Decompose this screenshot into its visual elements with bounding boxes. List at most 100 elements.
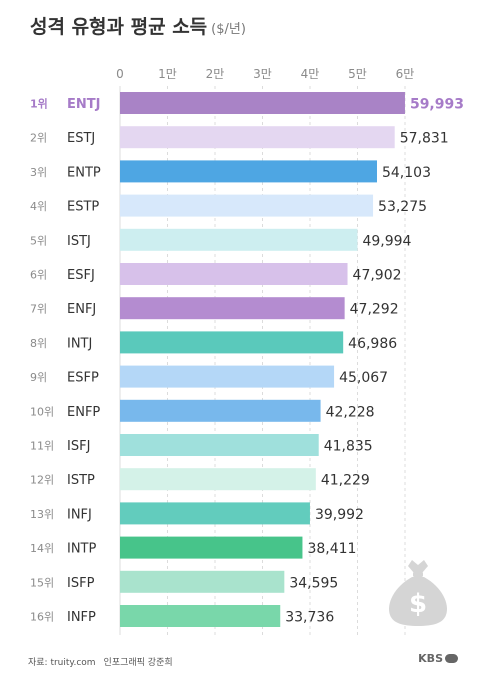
bar (120, 160, 377, 183)
value-label: 46,986 (348, 336, 397, 352)
rank-label: 10위 (30, 405, 54, 418)
type-label: ENFJ (67, 302, 96, 317)
x-tick-label: 1만 (158, 67, 177, 81)
rank-label: 14위 (30, 542, 54, 555)
source-text: 자료: truity.com (28, 658, 96, 668)
money-bag-icon: $ (388, 560, 448, 626)
bar (120, 570, 285, 593)
bar (120, 468, 316, 491)
rank-label: 16위 (30, 611, 54, 624)
x-axis-ticks: 0 1만 2만 3만 4만 5만 6만 (116, 67, 414, 81)
rank-label: 12위 (30, 474, 54, 487)
rank-label: 7위 (30, 303, 47, 316)
value-label: 42,228 (326, 404, 375, 420)
type-label: INFP (67, 610, 96, 625)
value-label: 38,411 (307, 541, 356, 557)
type-label: INTJ (67, 336, 92, 351)
type-label: ENTP (67, 165, 101, 180)
bar-row: 5위 ISTJ 49,994 (30, 228, 412, 251)
x-tick-label: 0 (116, 67, 124, 81)
chart-unit: ($/년) (211, 22, 246, 37)
bar-row: 1위 ENTJ 59,993 (30, 92, 464, 114)
bar (120, 605, 281, 627)
value-label: 59,993 (410, 97, 464, 113)
x-tick-label: 2만 (206, 67, 225, 81)
bar (120, 434, 319, 456)
chart-title-text: 성격 유형과 평균 소득 (30, 16, 208, 38)
bar (120, 126, 395, 149)
rank-label: 6위 (30, 269, 47, 282)
bar-row: 13위 INFJ 39,992 (30, 502, 364, 525)
type-label: ISTP (67, 473, 95, 488)
bar-row: 3위 ENTP 54,103 (30, 160, 431, 183)
rank-label: 4위 (30, 200, 47, 213)
type-label: ESFP (67, 371, 99, 386)
bar-row: 9위 ESFP 45,067 (30, 365, 388, 388)
bar-row: 7위 ENFJ 47,292 (30, 297, 399, 320)
bar-row: 6위 ESFJ 47,902 (30, 263, 402, 285)
bar (120, 536, 303, 559)
bar-row: 16위 INFP 33,736 (30, 605, 334, 627)
bar (120, 365, 335, 388)
rank-label: 11위 (30, 440, 54, 453)
bar (120, 297, 345, 320)
chart-title: 성격 유형과 평균 소득 ($/년) (30, 12, 246, 39)
type-label: INTP (67, 542, 96, 557)
value-label: 45,067 (339, 370, 388, 386)
brand-logo-text: KBS (418, 652, 443, 665)
type-label: ESFJ (67, 268, 95, 283)
bar-row: 4위 ESTP 53,275 (30, 194, 427, 217)
bar-row: 14위 INTP 38,411 (30, 536, 356, 559)
type-label: ESTJ (67, 131, 95, 146)
value-label: 53,275 (378, 199, 427, 215)
x-tick-label: 4만 (301, 67, 320, 81)
value-label: 34,595 (289, 575, 338, 591)
x-tick-label: 5만 (348, 67, 367, 81)
bar (120, 228, 358, 251)
credit-text: 인포그래픽 강준희 (103, 658, 173, 668)
rank-label: 15위 (30, 576, 54, 589)
type-label: ENFP (67, 405, 100, 420)
x-tick-label: 6만 (396, 67, 415, 81)
footer-brand: KBS (418, 652, 458, 665)
rank-label: 13위 (30, 508, 54, 521)
value-label: 47,292 (350, 302, 399, 318)
value-label: 33,736 (285, 610, 334, 626)
bar (120, 194, 374, 217)
bar-row: 2위 ESTJ 57,831 (30, 126, 449, 149)
value-label: 49,994 (362, 233, 411, 249)
value-label: 39,992 (315, 507, 364, 523)
rank-label: 1위 (30, 98, 48, 111)
svg-text:$: $ (409, 589, 427, 619)
type-label: ISFP (67, 576, 95, 591)
type-label: ISFJ (67, 439, 90, 454)
bar-row: 8위 INTJ 46,986 (30, 331, 397, 354)
rank-label: 8위 (30, 337, 47, 350)
type-label: ISTJ (67, 234, 91, 249)
value-label: 47,902 (353, 268, 402, 284)
type-label: INFJ (67, 507, 92, 522)
value-label: 41,835 (324, 439, 373, 455)
type-label: ENTJ (67, 97, 100, 112)
footer-source: 자료: truity.com 인포그래픽 강준희 (28, 655, 173, 668)
rank-label: 9위 (30, 371, 47, 384)
bar (120, 399, 321, 422)
rank-label: 3위 (30, 166, 47, 179)
rank-label: 2위 (30, 132, 47, 145)
brand-logo-icon (445, 654, 458, 663)
bar (120, 502, 310, 525)
bars: 1위 ENTJ 59,993 2위 ESTJ 57,831 3위 ENTP 54,103 4위 ES… (30, 92, 464, 627)
bar (120, 331, 344, 354)
bar-row: 12위 ISTP 41,229 (30, 468, 370, 491)
value-label: 41,229 (321, 473, 370, 489)
x-tick-label: 3만 (253, 67, 272, 81)
bar (120, 92, 405, 114)
type-label: ESTP (67, 200, 99, 215)
bar (120, 263, 348, 285)
bar-row: 10위 ENFP 42,228 (30, 399, 375, 422)
value-label: 54,103 (382, 165, 431, 181)
bar-row: 11위 ISFJ 41,835 (30, 434, 373, 456)
rank-label: 5위 (30, 234, 47, 247)
value-label: 57,831 (400, 131, 449, 147)
